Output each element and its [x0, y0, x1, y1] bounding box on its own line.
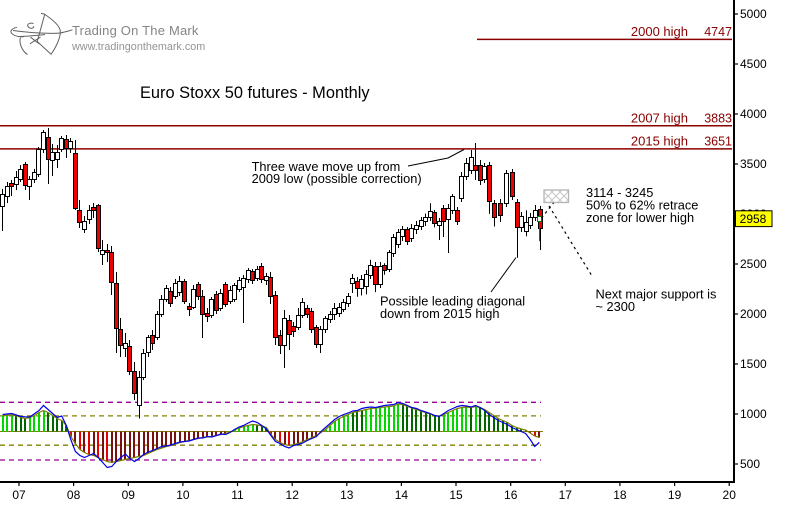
- svg-text:1500: 1500: [740, 357, 767, 371]
- svg-text:Three wave move up from: Three wave move up from: [252, 159, 401, 174]
- svg-text:16: 16: [504, 488, 518, 502]
- svg-text:4747: 4747: [704, 25, 732, 39]
- svg-text:2958: 2958: [740, 212, 767, 226]
- svg-text:2015 high: 2015 high: [631, 134, 688, 149]
- svg-text:www.tradingonthemark.com: www.tradingonthemark.com: [71, 41, 205, 53]
- svg-text:2007 high: 2007 high: [631, 110, 688, 125]
- svg-text:13: 13: [340, 488, 354, 502]
- svg-text:10: 10: [176, 488, 190, 502]
- svg-text:3500: 3500: [740, 157, 767, 171]
- svg-text:500: 500: [740, 457, 760, 471]
- svg-text:2009 low (possible correction): 2009 low (possible correction): [252, 171, 422, 186]
- svg-text:18: 18: [613, 488, 627, 502]
- svg-text:14: 14: [395, 488, 409, 502]
- svg-text:20: 20: [723, 488, 737, 502]
- svg-text:09: 09: [122, 488, 136, 502]
- svg-text:Possible leading diagonal: Possible leading diagonal: [380, 294, 525, 309]
- svg-text:5000: 5000: [740, 7, 767, 21]
- svg-text:17: 17: [559, 488, 573, 502]
- svg-text:2000 high: 2000 high: [631, 24, 688, 39]
- svg-text:08: 08: [67, 488, 81, 502]
- svg-text:4500: 4500: [740, 57, 767, 71]
- svg-text:2500: 2500: [740, 257, 767, 271]
- svg-text:Next major support is: Next major support is: [596, 286, 717, 301]
- svg-text:3114 - 3245: 3114 - 3245: [586, 185, 653, 200]
- svg-text:3883: 3883: [704, 111, 732, 125]
- svg-text:Euro Stoxx 50 futures - Monthl: Euro Stoxx 50 futures - Monthly: [140, 84, 370, 102]
- svg-text:zone for lower high: zone for lower high: [586, 210, 694, 225]
- svg-text:1000: 1000: [740, 407, 767, 421]
- svg-text:12: 12: [286, 488, 300, 502]
- svg-text:19: 19: [668, 488, 682, 502]
- svg-text:15: 15: [449, 488, 463, 502]
- svg-text:2000: 2000: [740, 307, 767, 321]
- svg-text:07: 07: [12, 488, 26, 502]
- svg-text:11: 11: [231, 488, 244, 502]
- svg-text:down from 2015 high: down from 2015 high: [380, 306, 500, 321]
- svg-text:4000: 4000: [740, 107, 767, 121]
- svg-text:~ 2300: ~ 2300: [596, 299, 636, 314]
- svg-text:50% to 62% retrace: 50% to 62% retrace: [586, 198, 698, 213]
- svg-text:3651: 3651: [704, 135, 732, 149]
- svg-text:Trading On The Mark: Trading On The Mark: [72, 23, 199, 38]
